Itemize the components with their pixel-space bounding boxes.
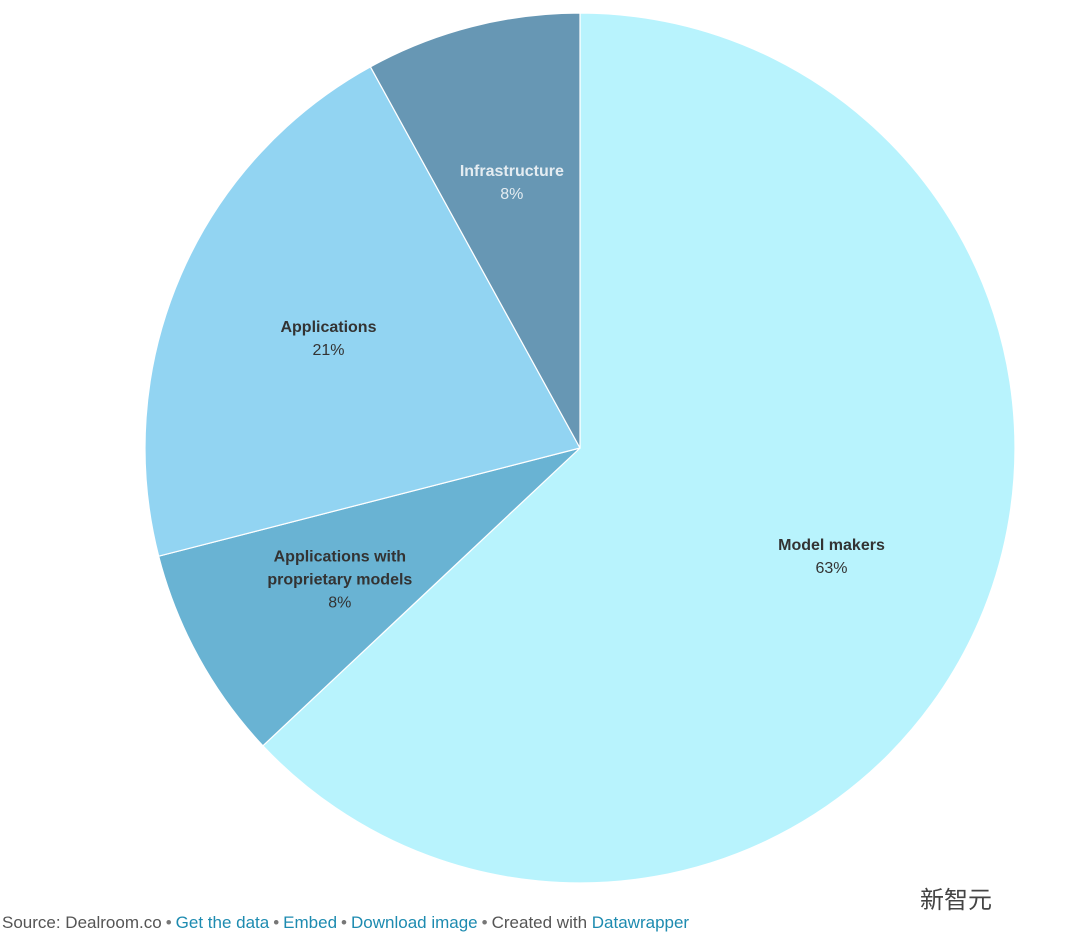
pie-slice (369, 12, 581, 449)
slice-name: Applications with proprietary models (267, 548, 413, 589)
slice-value: 63% (815, 559, 848, 577)
slice-value: 8% (500, 185, 524, 203)
pie-slice (262, 12, 1016, 884)
created: Created with (491, 913, 588, 932)
pie-slice (144, 65, 581, 557)
footer: Source: Dealroom.co • Get the data • Embed • D… (2, 913, 689, 933)
footer-link[interactable]: Get the data (175, 913, 270, 932)
separator: • (273, 913, 280, 932)
slice-name: Applications (280, 319, 377, 337)
separator: • (481, 913, 488, 932)
credit-link[interactable]: Datawrapper (591, 913, 690, 932)
slice-label: Applications 21% (228, 316, 428, 362)
footer-link[interactable]: Embed (283, 913, 338, 932)
slice-name: Model makers (778, 536, 885, 554)
footer-link[interactable]: Download image (351, 913, 478, 932)
chart (144, 12, 1016, 884)
pie-slice (157, 447, 581, 747)
separator: • (341, 913, 347, 932)
slice-value: 8% (328, 594, 352, 612)
slice-label: Model makers 63% (732, 534, 932, 580)
slice-value: 21% (312, 342, 345, 360)
source: Source: Dealroom.co (2, 913, 162, 932)
watermark: 新智元 (920, 887, 992, 914)
slice-label: Applications with proprietary models 8% (255, 546, 425, 615)
separator: • (165, 913, 172, 932)
slice-label: Infrastructure 8% (427, 160, 597, 206)
slice-name: Infrastructure (459, 162, 564, 180)
